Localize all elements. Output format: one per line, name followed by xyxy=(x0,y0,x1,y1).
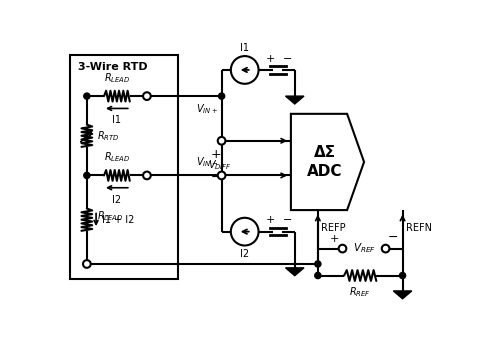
Circle shape xyxy=(143,92,151,100)
Text: −: − xyxy=(282,216,292,225)
Circle shape xyxy=(338,245,346,253)
Circle shape xyxy=(84,172,90,179)
Circle shape xyxy=(218,137,226,145)
Circle shape xyxy=(218,172,224,179)
Text: REFN: REFN xyxy=(406,223,431,233)
Text: −: − xyxy=(388,231,398,244)
Circle shape xyxy=(382,245,390,253)
Text: I2: I2 xyxy=(240,248,250,259)
Text: +: + xyxy=(211,148,222,161)
Bar xyxy=(70,55,178,279)
Polygon shape xyxy=(286,96,304,104)
Circle shape xyxy=(84,93,90,99)
Text: $R_{LEAD}$: $R_{LEAD}$ xyxy=(104,71,130,84)
Text: $V_{IN-}$: $V_{IN-}$ xyxy=(196,156,218,169)
Polygon shape xyxy=(394,291,412,299)
Text: $R_{RTD}$: $R_{RTD}$ xyxy=(97,129,120,143)
Circle shape xyxy=(83,260,90,268)
Text: $R_{REF}$: $R_{REF}$ xyxy=(350,285,371,299)
Text: I2: I2 xyxy=(112,195,122,205)
Text: −: − xyxy=(211,171,222,184)
Text: ΔΣ
ADC: ΔΣ ADC xyxy=(308,145,343,179)
Circle shape xyxy=(315,273,321,279)
Text: I1: I1 xyxy=(240,43,249,53)
Text: −: − xyxy=(282,54,292,64)
Text: $R_{LEAD}$: $R_{LEAD}$ xyxy=(104,150,130,164)
Text: REFP: REFP xyxy=(321,223,345,233)
Circle shape xyxy=(143,172,151,179)
Text: 3-Wire RTD: 3-Wire RTD xyxy=(78,62,147,72)
Text: +: + xyxy=(330,234,340,244)
Circle shape xyxy=(218,172,226,179)
Text: $V_{DIFF}$: $V_{DIFF}$ xyxy=(208,158,232,172)
Text: $V_{REF}$: $V_{REF}$ xyxy=(352,242,376,256)
Text: +: + xyxy=(266,54,275,64)
Text: $R_{LEAD}$: $R_{LEAD}$ xyxy=(97,209,124,223)
Polygon shape xyxy=(286,268,304,276)
Circle shape xyxy=(218,93,224,99)
Text: +: + xyxy=(266,216,275,225)
Text: $V_{IN+}$: $V_{IN+}$ xyxy=(196,102,218,116)
Text: I1: I1 xyxy=(112,115,122,125)
Text: I1 + I2: I1 + I2 xyxy=(102,215,134,225)
Circle shape xyxy=(315,261,321,267)
Circle shape xyxy=(400,273,406,279)
